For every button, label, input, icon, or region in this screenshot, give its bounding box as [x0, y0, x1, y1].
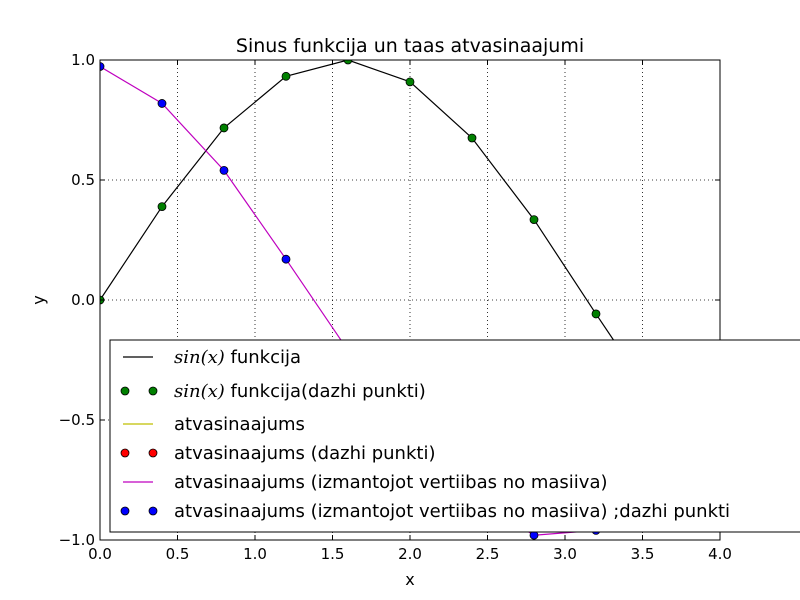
x-tick-label: 4.0	[708, 545, 732, 563]
x-tick-label: 3.0	[553, 545, 577, 563]
legend-marker-swatch	[148, 448, 158, 458]
x-tick-label: 3.5	[631, 545, 655, 563]
legend-label: atvasinaajums (izmantojot vertiibas no m…	[174, 472, 608, 493]
y-tick-label: −0.5	[59, 411, 95, 429]
legend-label: atvasinaajums (izmantojot vertiibas no m…	[174, 501, 730, 522]
series-5-point	[157, 99, 167, 108]
legend-marker-swatch	[120, 506, 130, 516]
series-1-point	[529, 215, 539, 225]
y-tick-label: 0.5	[71, 171, 95, 189]
x-tick-label: 0.5	[166, 545, 190, 563]
y-tick-label: −1.0	[59, 531, 95, 549]
series-1-point	[281, 71, 291, 81]
series-1-point	[343, 60, 353, 65]
series-1-point	[467, 133, 477, 143]
y-tick-label: 1.0	[71, 51, 95, 69]
series-1-point	[405, 77, 415, 87]
legend-marker-swatch	[120, 448, 130, 458]
series-5-point	[219, 165, 229, 175]
y-tick-label: 0.0	[71, 291, 95, 309]
x-tick-label: 0.0	[88, 545, 112, 563]
legend-label: atvasinaajums (dazhi punkti)	[174, 443, 435, 464]
legend-math-label: sin(x)	[174, 347, 225, 368]
ticks: 0.0 0.5 1.0 1.5 2.0 2.5 3.0 3.5 4.0 1.0 0.5 0.0 −0.5…	[59, 51, 732, 563]
x-tick-label: 2.0	[398, 545, 422, 563]
legend-math-label: sin(x)	[174, 381, 225, 402]
legend-marker-swatch	[148, 506, 158, 516]
y-axis-label: y	[29, 295, 48, 304]
legend-text-label: funkcija	[225, 347, 301, 368]
legend-marker-swatch	[120, 386, 130, 396]
series-5-point	[100, 62, 105, 71]
legend-label: sin(x) funkcija(dazhi punkti)	[174, 381, 426, 402]
legend-marker-swatch	[148, 386, 158, 396]
x-axis-label: x	[405, 570, 414, 589]
series-1-point	[591, 309, 601, 319]
x-tick-label: 2.5	[476, 545, 500, 563]
chart-title: Sinus funkcija un taas atvasinaajumi	[236, 35, 584, 57]
legend-label: atvasinaajums	[174, 414, 305, 435]
legend-box	[109, 339, 800, 533]
series-1-point	[157, 202, 167, 212]
legend-text-label: funkcija(dazhi punkti)	[225, 381, 426, 402]
legend-label: sin(x) funkcija	[174, 347, 301, 368]
series-1-point	[219, 123, 229, 133]
x-tick-label: 1.0	[243, 545, 267, 563]
series-5-point	[281, 254, 291, 264]
x-tick-label: 1.5	[321, 545, 345, 563]
